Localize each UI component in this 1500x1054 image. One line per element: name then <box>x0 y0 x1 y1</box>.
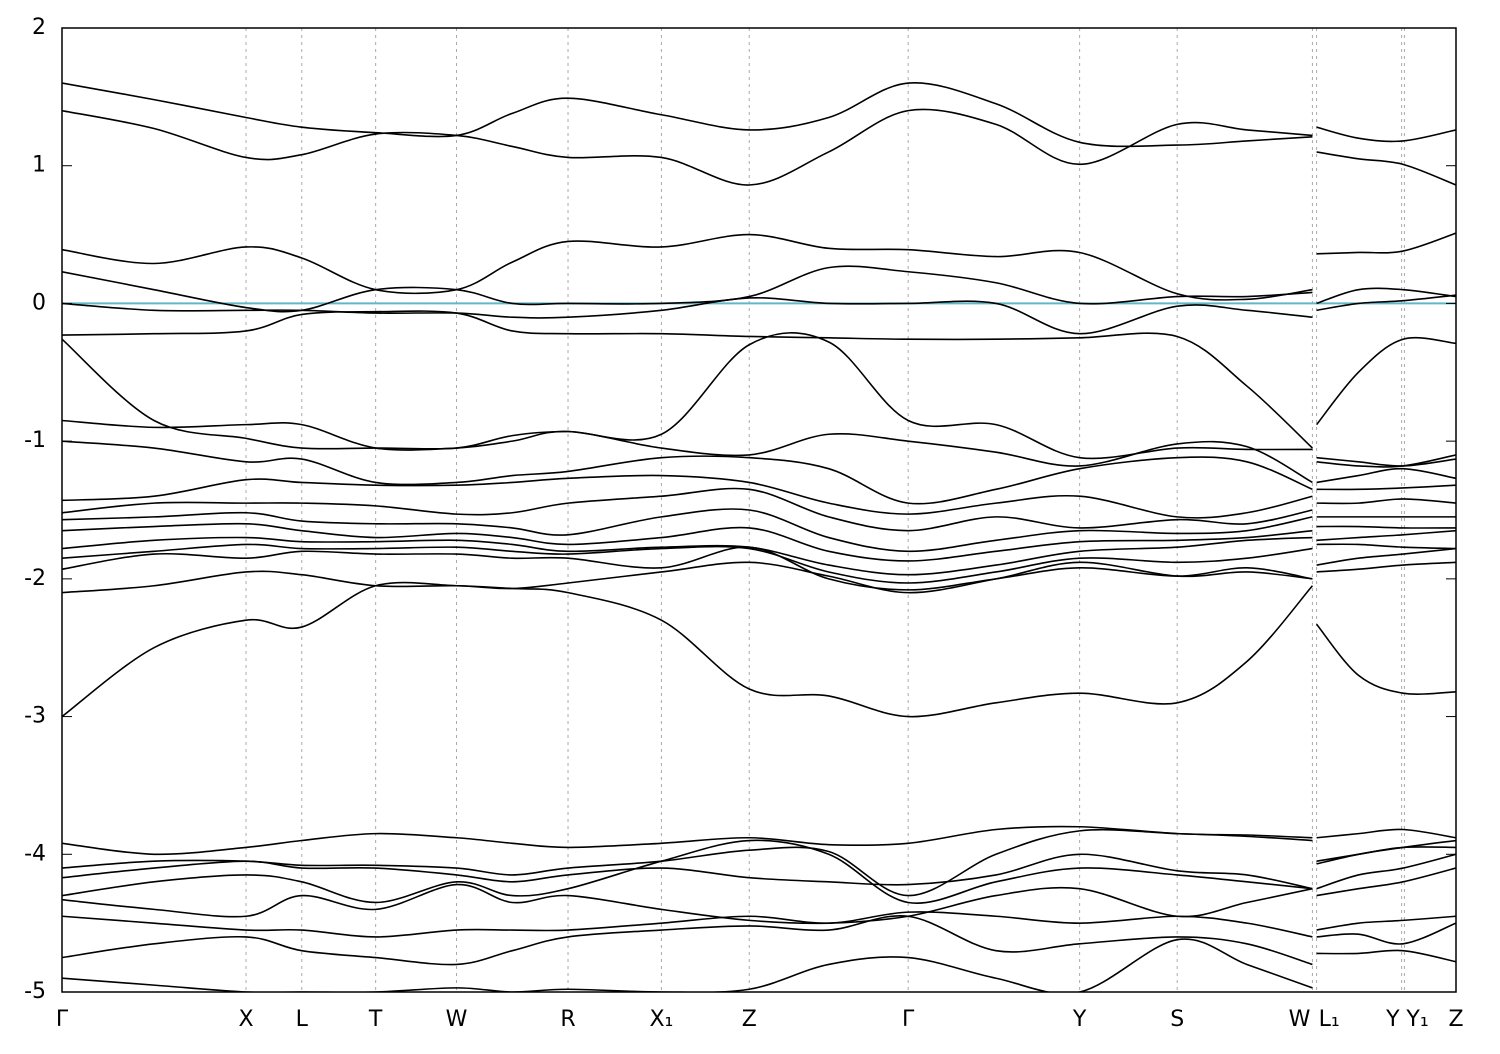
x-tick-label: Y <box>1385 1007 1400 1032</box>
band-line <box>62 294 1456 335</box>
x-tick-label: Γ <box>902 1007 915 1032</box>
band-line <box>62 82 1456 148</box>
band-line <box>62 232 1456 301</box>
band-line <box>62 265 1456 313</box>
x-tick-label: X₁ <box>649 1007 673 1032</box>
plot-frame <box>61 27 1457 993</box>
x-tick-label: X <box>238 1007 253 1032</box>
y-tick-label: -5 <box>24 979 46 1004</box>
x-tick-label: S <box>1170 1007 1184 1032</box>
band-line <box>62 332 1456 467</box>
band-line <box>62 310 1456 449</box>
band-line <box>62 825 1456 856</box>
band-line <box>62 440 1456 505</box>
x-tick-label: Y₁ <box>1405 1007 1428 1032</box>
band-line <box>62 914 1456 966</box>
x-tick-label: R <box>560 1007 575 1032</box>
band-line <box>62 419 1456 484</box>
band-line <box>62 529 1456 576</box>
x-tick-label: W <box>446 1007 468 1032</box>
band-line <box>62 543 1456 584</box>
band-line <box>62 108 1456 186</box>
x-tick-label: Z <box>1448 1007 1463 1032</box>
band-line <box>62 867 1456 925</box>
bands <box>62 82 1456 992</box>
x-tick-label: L <box>296 1007 309 1032</box>
y-tick-label: -2 <box>24 566 46 591</box>
band-line <box>62 508 1456 553</box>
band-line <box>62 522 1456 562</box>
band-line <box>62 839 1456 904</box>
y-tick-label: 0 <box>32 290 46 315</box>
x-tick-label: Γ <box>56 1007 69 1032</box>
x-tick-label: L₁ <box>1319 1007 1340 1032</box>
band-line <box>62 570 1456 718</box>
x-tick-label: Y <box>1072 1007 1087 1032</box>
band-line <box>62 474 1456 519</box>
x-tick-label: W <box>1289 1007 1311 1032</box>
band-line <box>62 487 1456 532</box>
y-tick-label: -3 <box>24 704 46 729</box>
x-tick-label: T <box>368 1007 383 1032</box>
x-tick-label: Z <box>742 1007 757 1032</box>
y-tick-label: -4 <box>24 841 46 866</box>
band-line <box>62 846 1456 890</box>
band-line <box>62 546 1456 591</box>
band-line <box>62 561 1456 718</box>
band-line <box>62 911 1456 938</box>
y-tick-label: -1 <box>24 428 46 453</box>
y-tick-label: 1 <box>32 153 46 178</box>
y-tick-label: 2 <box>32 15 46 40</box>
band-line <box>62 938 1456 992</box>
